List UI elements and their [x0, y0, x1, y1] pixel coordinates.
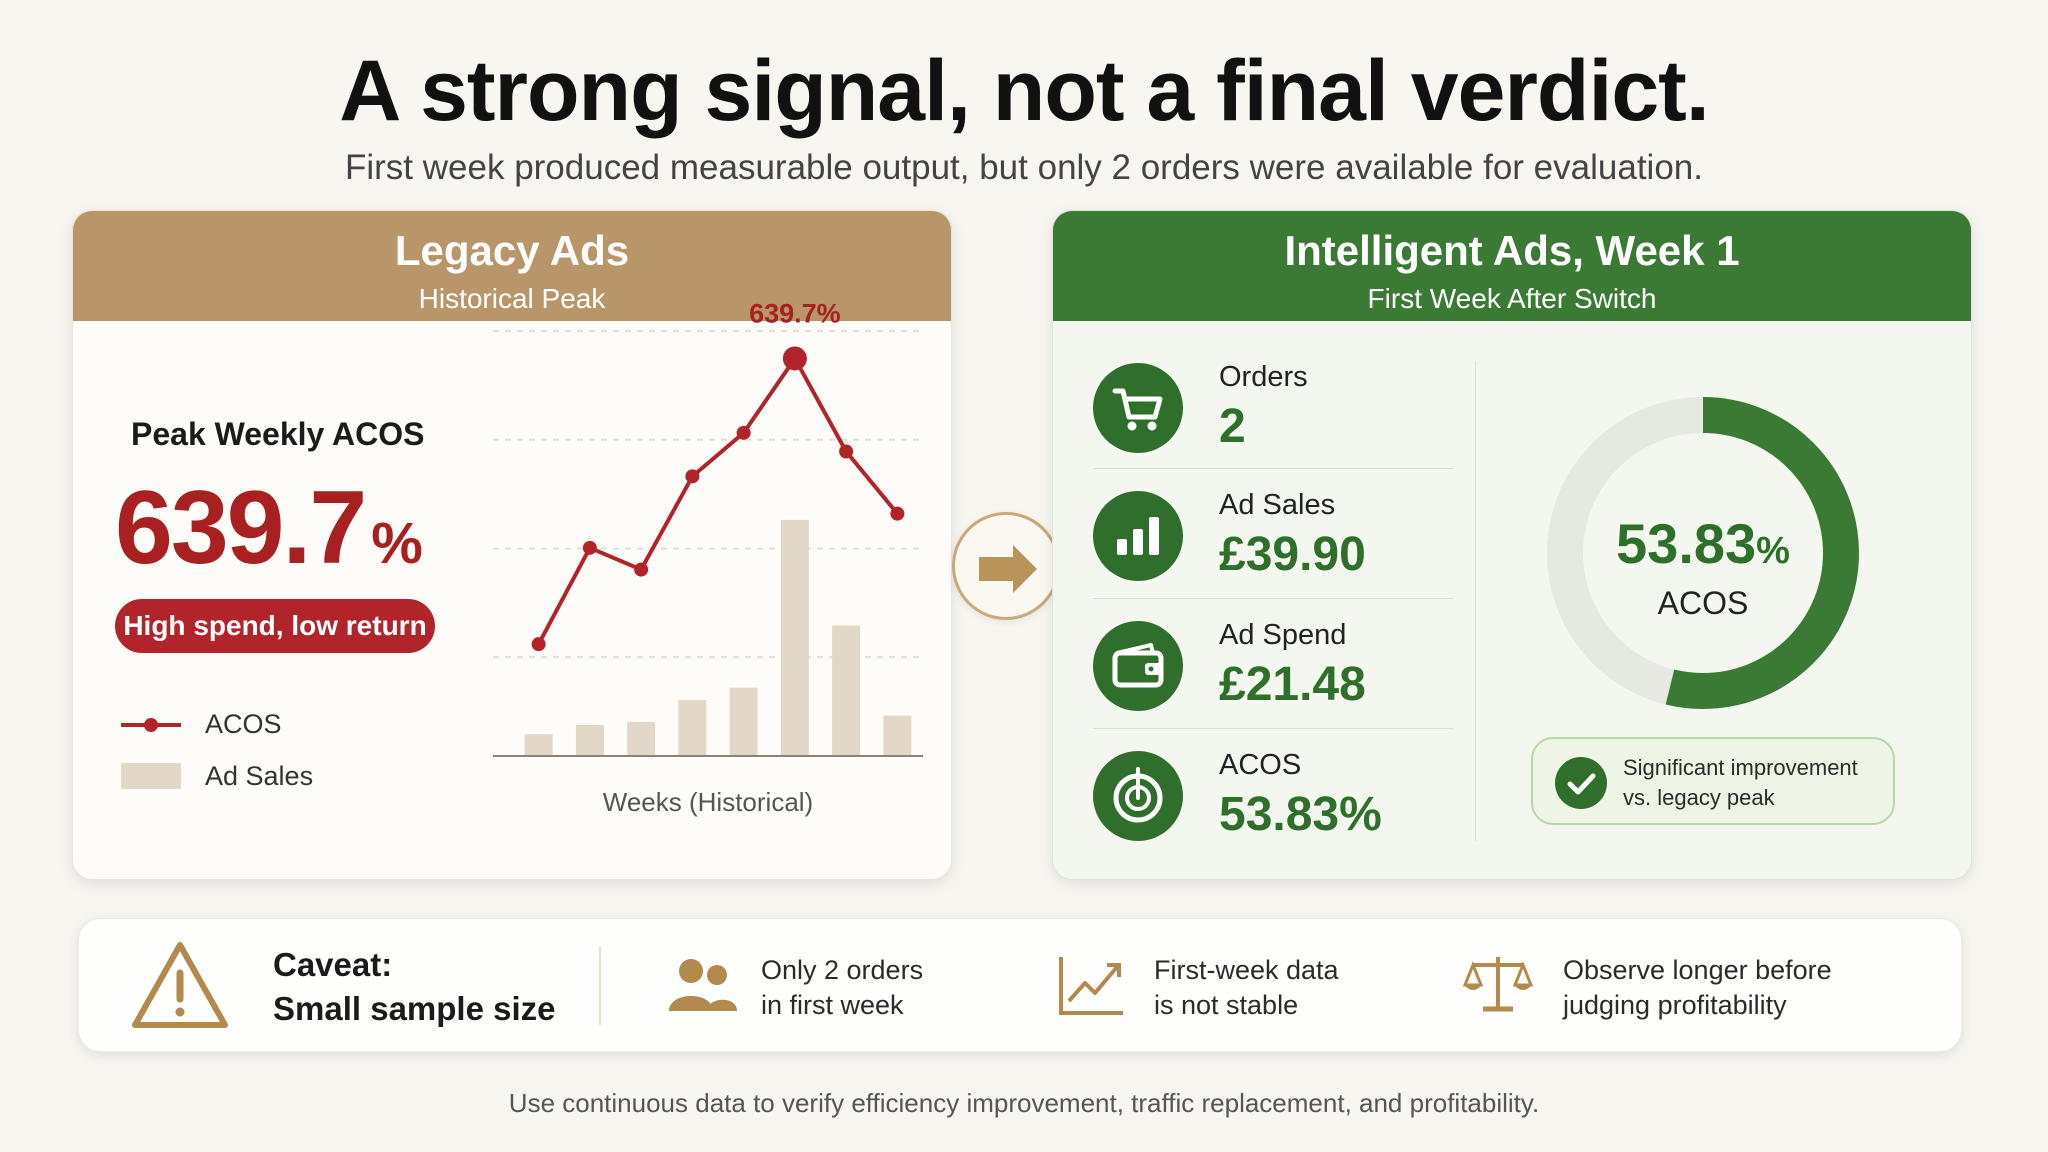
chart-x-label: Weeks (Historical) — [603, 787, 813, 817]
improvement-line-2: vs. legacy peak — [1623, 785, 1775, 810]
metric-acos-value: 53.83% — [1219, 788, 1382, 841]
legacy-card-title: Legacy Ads — [394, 227, 630, 274]
donut-acos-unit: % — [1756, 530, 1790, 572]
caveat-item-data-line-2: is not stable — [1154, 990, 1299, 1020]
caveat-title-line-1: Caveat: — [273, 946, 393, 983]
high-spend-badge: High spend, low return — [115, 599, 435, 653]
acos-point — [582, 540, 597, 555]
caveat-item-orders: Only 2 orders in first week — [761, 953, 923, 1023]
metric-acos: ACOS 53.83% — [1093, 739, 1453, 867]
metric-divider — [1093, 728, 1453, 729]
legend-ad-sales-label: Ad Sales — [205, 761, 314, 791]
acos-point — [839, 444, 854, 459]
footer-note: Use continuous data to verify efficiency… — [508, 1088, 1540, 1118]
page-subtitle: First week produced measurable output, b… — [345, 148, 1703, 187]
page-title: A strong signal, not a final verdict. — [339, 43, 1709, 139]
ad-sales-bar — [883, 715, 912, 756]
acos-point — [782, 346, 807, 371]
acos-point — [685, 469, 700, 484]
wallet-icon — [1093, 621, 1183, 711]
donut-acos-label: ACOS — [1657, 585, 1749, 621]
bar-chart-icon — [1093, 491, 1183, 581]
ad-sales-bar — [780, 519, 809, 756]
metric-orders-value: 2 — [1219, 400, 1246, 453]
acos-line — [536, 356, 899, 646]
target-icon — [1093, 751, 1183, 841]
intelligent-card-subtitle: First Week After Switch — [1367, 283, 1657, 314]
metric-ad-sales-value: £39.90 — [1219, 528, 1366, 581]
peak-acos-unit: % — [371, 511, 423, 576]
improvement-line-1: Significant improvement — [1623, 755, 1858, 780]
peak-acos-label: Peak Weekly ACOS — [131, 416, 425, 452]
caveat-separator — [599, 947, 601, 1025]
ad-sales-bar — [627, 721, 656, 756]
legend-ad-sales-swatch — [121, 763, 181, 789]
caveat-item-orders-line-1: Only 2 orders — [761, 955, 924, 985]
legacy-card-header: Legacy Ads Historical Peak — [73, 211, 951, 321]
intelligent-card-title: Intelligent Ads, Week 1 — [1284, 227, 1740, 274]
caveat-item-observe: Observe longer before judging profitabil… — [1563, 953, 1832, 1023]
acos-donut — [1547, 397, 1859, 709]
acos-point — [890, 506, 905, 521]
caveat-item-data: First-week data is not stable — [1154, 953, 1339, 1023]
intelligent-card-header: Intelligent Ads, Week 1 First Week After… — [1053, 211, 1971, 321]
metric-ad-spend-label: Ad Spend — [1219, 619, 1347, 651]
people-icon — [669, 959, 737, 1011]
metric-ad-sales: Ad Sales £39.90 — [1093, 479, 1453, 607]
metric-orders: Orders 2 — [1093, 351, 1453, 479]
peak-acos-number: 639.7 — [115, 470, 367, 586]
acos-point — [531, 637, 546, 652]
caveat-item-data-line-1: First-week data — [1154, 955, 1339, 985]
metric-divider — [1093, 468, 1453, 469]
arrow-right-icon — [979, 545, 1037, 593]
metric-acos-label: ACOS — [1219, 749, 1302, 781]
peak-annotation: 639.7% — [749, 298, 841, 328]
caveat-title: Caveat: Small sample size — [273, 943, 555, 1031]
metric-ad-spend: Ad Spend £21.48 — [1093, 609, 1453, 737]
acos-point — [736, 425, 751, 440]
metrics-divider — [1475, 361, 1476, 841]
legend-acos-label: ACOS — [205, 709, 282, 739]
peak-acos-value: 639.7% — [115, 469, 423, 588]
scales-icon — [1463, 957, 1533, 1012]
caveat-title-line-2: Small sample size — [273, 990, 556, 1027]
acos-point — [634, 562, 649, 577]
caveat-item-observe-line-2: judging profitability — [1563, 990, 1787, 1020]
caveat-item-observe-line-1: Observe longer before — [1563, 955, 1832, 985]
legend-acos-swatch — [121, 718, 181, 732]
metric-divider — [1093, 598, 1453, 599]
caveat-item-orders-line-2: in first week — [761, 990, 904, 1020]
warning-icon — [132, 942, 228, 1028]
ad-sales-bar — [678, 700, 707, 756]
metric-ad-spend-value: £21.48 — [1219, 658, 1366, 711]
check-icon — [1555, 757, 1607, 809]
ad-sales-bar — [729, 687, 758, 756]
cart-icon — [1093, 363, 1183, 453]
legacy-card-subtitle: Historical Peak — [418, 283, 606, 314]
acos-sales-chart: 639.7% Weeks (Historical) — [493, 298, 923, 817]
metric-orders-label: Orders — [1219, 361, 1308, 393]
ad-sales-bar — [575, 724, 604, 756]
transition-arrow — [952, 512, 1060, 620]
trend-chart-icon — [1059, 957, 1123, 1015]
caveat-bar: Caveat: Small sample size Only 2 orders … — [78, 918, 1962, 1052]
ad-sales-bar — [524, 734, 553, 756]
donut-acos-number: 53.83 — [1616, 512, 1757, 575]
donut-arc — [1547, 397, 1859, 709]
improvement-badge: Significant improvement vs. legacy peak — [1531, 737, 1895, 825]
improvement-text: Significant improvement vs. legacy peak — [1623, 753, 1858, 813]
metric-ad-sales-label: Ad Sales — [1219, 489, 1336, 521]
ad-sales-bar — [832, 625, 861, 756]
legacy-ads-card: Legacy Ads Historical Peak Peak Weekly A… — [72, 210, 952, 880]
donut-acos-value: 53.83% — [1543, 511, 1863, 576]
intelligent-ads-card: Intelligent Ads, Week 1 First Week After… — [1052, 210, 1972, 880]
